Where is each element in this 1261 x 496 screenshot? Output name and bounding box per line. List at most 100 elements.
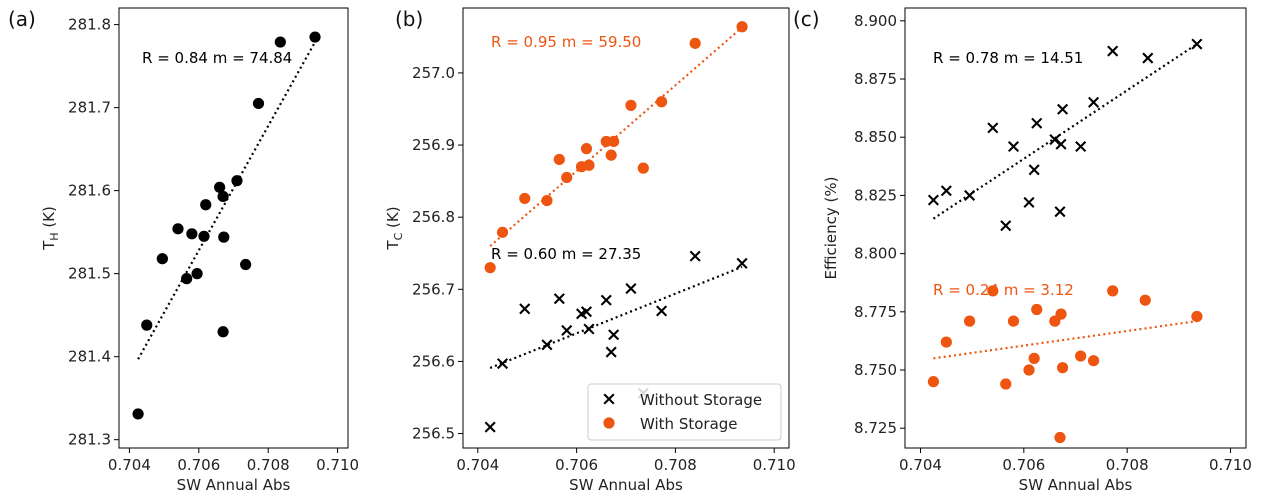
- data-point: [736, 257, 748, 269]
- data-point: [541, 339, 553, 351]
- data-point: [1191, 310, 1203, 323]
- y-tick-label: 8.750: [854, 361, 897, 379]
- data-point: [580, 143, 593, 155]
- y-tick-label: 8.800: [854, 245, 897, 263]
- fit-annotation: R = 0.78 m = 14.51: [933, 49, 1083, 67]
- x-tick-label: 0.706: [1002, 456, 1045, 474]
- fit-line: [932, 43, 1198, 220]
- data-point: [484, 262, 496, 274]
- data-point: [1139, 294, 1151, 306]
- fit-annotation: R = 0.95 m = 59.50: [491, 33, 641, 51]
- y-tick-label: 257.0: [412, 64, 455, 82]
- panel-c: (c) 0.704 0.706 0.708 0.710 8.725 8.750 8.775 8.…: [793, 7, 1252, 494]
- legend-marker-without-storage: [603, 393, 615, 405]
- data-point: [172, 223, 184, 235]
- y-tick-label: 256.9: [412, 136, 455, 154]
- data-point: [987, 122, 999, 134]
- data-point: [141, 319, 153, 331]
- y-tick-label: 281.6: [68, 182, 111, 200]
- fit-annotation: R = 0.84 m = 74.84: [142, 49, 292, 67]
- data-point: [1055, 308, 1067, 320]
- data-point: [198, 230, 210, 242]
- data-point: [1075, 140, 1087, 153]
- y-tick-label: 281.5: [68, 265, 111, 283]
- data-point: [605, 346, 617, 358]
- data-point: [1049, 133, 1061, 146]
- data-point: [217, 190, 229, 203]
- data-point: [1056, 362, 1069, 374]
- fit-line: [933, 320, 1198, 360]
- y-tick-label: 8.775: [854, 303, 897, 321]
- data-point: [1028, 164, 1040, 176]
- x-axis-label: SW Annual Abs: [177, 476, 291, 494]
- data-point: [1000, 378, 1012, 390]
- data-point: [553, 153, 565, 166]
- x-tick-label: 0.708: [1106, 456, 1149, 474]
- x-axis-label: SW Annual Abs: [1019, 476, 1133, 494]
- y-tick-label: 256.8: [412, 208, 455, 226]
- data-point: [927, 376, 940, 388]
- x-tick-label: 0.708: [247, 456, 290, 474]
- data-point: [580, 306, 593, 318]
- y-axis-label: Efficiency (%): [822, 177, 840, 280]
- y-tick-label: 8.875: [854, 70, 897, 88]
- data-point: [1007, 140, 1020, 153]
- data-point: [218, 231, 230, 243]
- data-point: [689, 250, 701, 262]
- data-point: [625, 99, 637, 111]
- legend-label-without-storage: Without Storage: [640, 391, 762, 409]
- data-point: [637, 162, 649, 174]
- data-point: [519, 192, 531, 205]
- x-tick-label: 0.706: [177, 456, 220, 474]
- data-point: [940, 336, 952, 348]
- data-point: [655, 96, 668, 108]
- data-point: [964, 189, 976, 201]
- data-point: [231, 175, 243, 187]
- y-tick-label: 8.900: [854, 12, 897, 30]
- data-point: [1007, 315, 1020, 327]
- data-point: [1031, 303, 1043, 316]
- fit-line: [137, 41, 316, 360]
- data-point: [987, 285, 999, 297]
- data-point: [553, 293, 565, 305]
- legend-box: [587, 383, 782, 441]
- data-point: [1087, 355, 1100, 367]
- data-point: [689, 37, 701, 49]
- data-point: [484, 421, 496, 433]
- y-tick-label: 281.3: [68, 431, 111, 449]
- x-tick-label: 0.710: [753, 456, 796, 474]
- data-point: [214, 181, 226, 193]
- panel-label: (b): [395, 7, 423, 31]
- data-point: [1028, 352, 1040, 364]
- data-point: [240, 258, 252, 271]
- data-point: [309, 31, 321, 43]
- data-point: [561, 171, 573, 184]
- plot-frame: [904, 7, 1247, 449]
- x-axis-label: SW Annual Abs: [569, 476, 683, 494]
- y-axis-label: TH (K): [40, 206, 61, 251]
- data-point: [583, 323, 595, 335]
- data-point: [191, 268, 203, 280]
- data-point: [1107, 45, 1119, 57]
- x-tick-label: 0.704: [456, 456, 499, 474]
- data-point: [736, 21, 748, 33]
- data-point: [600, 294, 612, 306]
- legend: Without Storage With Storage: [587, 383, 782, 441]
- data-point: [963, 315, 976, 327]
- data-point: [1142, 52, 1154, 64]
- panel-label: (c): [793, 7, 820, 31]
- legend-marker-with-storage: [603, 417, 615, 429]
- y-tick-label: 8.725: [854, 419, 897, 437]
- panel-a: (a) 0.704 0.706 0.708 0.710 281.3 281.4 281.5 28…: [8, 7, 359, 494]
- data-point: [217, 326, 229, 338]
- data-point: [1057, 103, 1069, 115]
- data-point: [656, 305, 668, 317]
- data-point: [1054, 431, 1066, 444]
- plot-frame: [462, 7, 790, 449]
- x-tick-label: 0.710: [1209, 456, 1252, 474]
- data-point: [541, 194, 553, 207]
- y-tick-label: 8.850: [854, 128, 897, 146]
- y-tick-label: 281.8: [68, 16, 111, 34]
- data-point: [496, 358, 509, 370]
- legend-label-with-storage: With Storage: [640, 415, 738, 433]
